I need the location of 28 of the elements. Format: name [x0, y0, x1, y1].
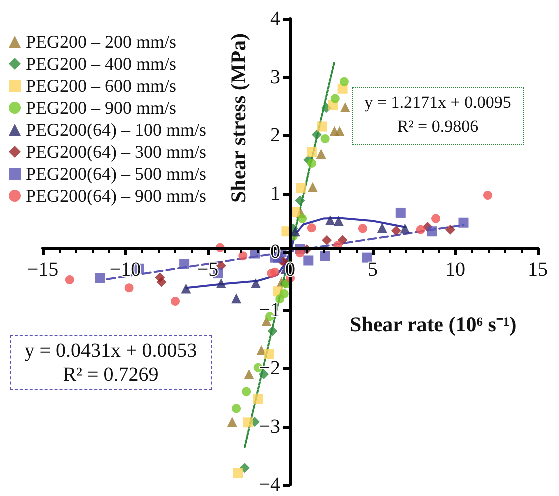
annotation: R² = 0.9806: [396, 116, 480, 138]
x-tick-label: 5: [368, 259, 378, 281]
legend-label: PEG200 – 200 mm/s: [26, 32, 177, 52]
legend-label: PEG200(64) – 900 mm/s: [26, 186, 207, 206]
legend-label: PEG200(64) – 500 mm/s: [26, 164, 207, 184]
y-tick-label: 4: [270, 8, 280, 30]
y-axis-title: Shear stress (MPa): [226, 33, 250, 203]
y-tick-label: 1: [270, 182, 280, 205]
x-tick-label: 0: [286, 259, 296, 281]
legend-label: PEG200 – 600 mm/s: [26, 76, 177, 96]
annotation: y = 1.2171x + 0.0095: [364, 92, 512, 114]
legend-label: PEG200(64) – 100 mm/s: [26, 120, 207, 140]
equation-box: y = 0.0431x + 0.0053 R² = 0.7269: [10, 335, 212, 390]
equation-box: y = 1.2171x + 0.0095 R² = 0.9806: [352, 87, 524, 145]
x-tick-label: 10: [446, 259, 466, 281]
y-tick-label: −4: [259, 474, 280, 496]
x-tick-label: −5: [197, 259, 219, 281]
legend-label: PEG200 – 400 mm/s: [26, 54, 177, 74]
y-tick-label: 3: [270, 66, 280, 88]
legend-label: PEG200(64) – 300 mm/s: [26, 142, 207, 162]
annotation: y = 0.0431x + 0.0053: [24, 339, 198, 363]
annotation: R² = 0.7269: [62, 363, 160, 387]
y-tick-label: −3: [259, 416, 280, 438]
legend-label: PEG200 – 900 mm/s: [26, 98, 177, 118]
x-axis-title: Shear rate (10⁶ s⁻¹): [350, 312, 517, 336]
x-tick-label: 15: [528, 259, 548, 281]
y-tick-label: 2: [270, 124, 280, 146]
x-tick-label: −15: [27, 259, 59, 281]
